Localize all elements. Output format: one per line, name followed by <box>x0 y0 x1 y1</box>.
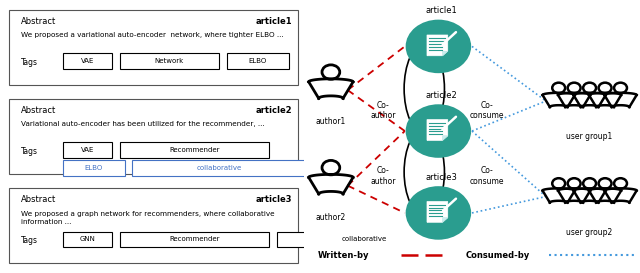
Text: ELBO: ELBO <box>248 58 267 64</box>
Text: Tags: Tags <box>21 147 38 156</box>
Text: We proposed a variational auto-encoder  network, where tighter ELBO ...: We proposed a variational auto-encoder n… <box>21 32 284 38</box>
Text: user group2: user group2 <box>566 228 612 237</box>
FancyBboxPatch shape <box>120 232 269 247</box>
FancyBboxPatch shape <box>120 53 219 69</box>
Text: Recommender: Recommender <box>169 236 220 242</box>
PathPatch shape <box>442 218 448 222</box>
FancyBboxPatch shape <box>10 188 298 263</box>
FancyBboxPatch shape <box>10 10 298 85</box>
Text: user group1: user group1 <box>566 132 612 141</box>
FancyBboxPatch shape <box>276 232 451 247</box>
Ellipse shape <box>404 129 444 215</box>
Text: We proposed a graph network for recommenders, where collaborative
information ..: We proposed a graph network for recommen… <box>21 210 275 224</box>
Text: collaborative: collaborative <box>341 236 387 242</box>
Text: collaborative: collaborative <box>197 165 242 171</box>
Text: Consumed-by: Consumed-by <box>465 251 529 260</box>
Circle shape <box>406 105 470 157</box>
Text: Abstract: Abstract <box>21 106 56 115</box>
PathPatch shape <box>442 51 448 56</box>
Text: Co-
author: Co- author <box>370 101 396 120</box>
PathPatch shape <box>427 201 448 222</box>
Text: Network: Network <box>155 58 184 64</box>
PathPatch shape <box>442 136 448 140</box>
Text: Variational auto-encoder has been utilized for the recommender, ...: Variational auto-encoder has been utiliz… <box>21 121 265 127</box>
Text: article2: article2 <box>255 106 292 115</box>
Circle shape <box>406 20 470 72</box>
Text: author1: author1 <box>316 117 346 126</box>
Text: Recommender: Recommender <box>169 147 220 153</box>
FancyBboxPatch shape <box>63 232 113 247</box>
Text: ELBO: ELBO <box>84 165 103 171</box>
Text: Written-by: Written-by <box>317 251 369 260</box>
Text: article1: article1 <box>255 17 292 26</box>
Text: Abstract: Abstract <box>21 17 56 26</box>
PathPatch shape <box>427 35 448 56</box>
FancyBboxPatch shape <box>132 160 307 176</box>
Text: GNN: GNN <box>80 236 95 242</box>
FancyBboxPatch shape <box>63 53 113 69</box>
FancyBboxPatch shape <box>63 160 125 176</box>
Text: VAE: VAE <box>81 147 94 153</box>
Text: article3: article3 <box>426 173 458 182</box>
Text: Tags: Tags <box>21 58 38 67</box>
Text: VAE: VAE <box>81 58 94 64</box>
FancyBboxPatch shape <box>63 143 113 158</box>
Text: article1: article1 <box>426 6 458 15</box>
FancyBboxPatch shape <box>10 99 298 174</box>
Text: Abstract: Abstract <box>21 195 56 204</box>
Text: Tags: Tags <box>21 236 38 245</box>
Text: Co-
consume: Co- consume <box>470 166 504 186</box>
PathPatch shape <box>427 120 448 140</box>
Text: article3: article3 <box>255 195 292 204</box>
Ellipse shape <box>404 44 444 133</box>
Text: Co-
author: Co- author <box>370 166 396 186</box>
Text: article2: article2 <box>426 91 458 100</box>
Circle shape <box>406 187 470 239</box>
FancyBboxPatch shape <box>120 143 269 158</box>
Text: author2: author2 <box>316 213 346 222</box>
FancyBboxPatch shape <box>227 53 289 69</box>
Text: Co-
consume: Co- consume <box>470 101 504 120</box>
